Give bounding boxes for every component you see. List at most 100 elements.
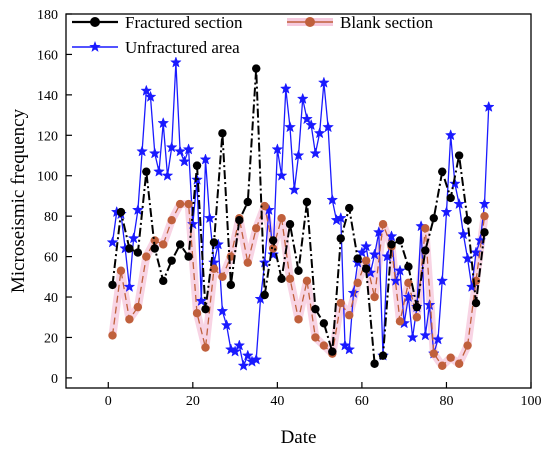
data-point [161, 169, 174, 181]
data-point [336, 234, 345, 243]
legend-marker [89, 41, 101, 52]
series-line [111, 61, 490, 367]
legend-label: Fractured section [125, 13, 243, 32]
data-point [195, 294, 208, 307]
data-point [285, 220, 295, 229]
legend-marker [305, 17, 315, 27]
y-tick-label: 100 [37, 170, 58, 185]
data-point [243, 258, 252, 267]
data-point [345, 203, 354, 213]
data-point [186, 217, 199, 230]
data-point [471, 298, 481, 308]
data-point [353, 278, 362, 288]
series-0 [108, 64, 489, 368]
data-point [106, 236, 119, 248]
data-point [440, 205, 453, 218]
data-point [218, 272, 227, 282]
data-point [174, 145, 187, 157]
data-point [268, 236, 278, 245]
data-point [277, 213, 286, 223]
y-tick-label: 20 [44, 331, 58, 346]
series-line [111, 67, 486, 365]
data-point [387, 240, 396, 249]
data-point [429, 349, 438, 358]
data-point [159, 240, 168, 249]
data-point [243, 197, 252, 207]
data-point [328, 347, 337, 356]
data-point [482, 100, 495, 112]
data-point [237, 359, 250, 371]
data-point [294, 315, 303, 324]
data-point [144, 90, 157, 102]
data-point [438, 167, 447, 176]
data-point [421, 246, 430, 255]
legend-label: Unfractured area [125, 38, 240, 57]
data-point [260, 290, 269, 300]
data-point [311, 333, 320, 342]
data-point [250, 353, 263, 365]
data-point [159, 276, 168, 286]
data-point [319, 319, 329, 328]
data-point [470, 246, 482, 258]
data-point [423, 298, 436, 311]
data-point [311, 304, 320, 314]
legend-entry: Fractured section [72, 13, 243, 32]
series-2 [106, 56, 495, 371]
data-point [326, 193, 339, 205]
data-point [125, 315, 134, 324]
data-point [235, 216, 244, 225]
data-point [317, 76, 330, 88]
legend-entry: Blank section [287, 13, 434, 32]
y-tick-label: 180 [37, 8, 58, 23]
data-point [292, 149, 305, 161]
data-point [356, 246, 368, 258]
data-point [368, 248, 381, 260]
legend-label: Blank section [340, 13, 434, 32]
data-point [444, 129, 457, 141]
data-point [116, 266, 126, 275]
data-point [279, 82, 292, 94]
x-tick-label: 60 [355, 394, 369, 409]
data-point [142, 252, 151, 261]
data-point [268, 244, 278, 253]
data-point [313, 127, 326, 139]
data-point [463, 216, 472, 225]
data-point [260, 201, 269, 211]
data-point [167, 256, 176, 265]
y-tick-label: 80 [44, 210, 58, 225]
y-tick-label: 120 [37, 129, 58, 144]
data-point [226, 280, 236, 290]
data-point [131, 203, 144, 216]
data-point [305, 118, 318, 131]
y-tick-label: 60 [44, 251, 58, 266]
data-point [347, 286, 360, 298]
data-point [275, 169, 288, 181]
data-point [345, 311, 354, 320]
data-point [133, 302, 143, 312]
data-point [454, 151, 464, 160]
data-point [108, 280, 117, 290]
data-point [252, 64, 261, 73]
data-point [167, 216, 176, 225]
data-point [192, 161, 202, 170]
data-point [267, 248, 280, 260]
data-point [258, 256, 271, 268]
x-tick-label: 100 [521, 394, 542, 409]
data-point [192, 309, 202, 318]
data-point [480, 228, 489, 237]
data-point [394, 264, 406, 276]
data-point [140, 84, 153, 96]
data-point [241, 349, 254, 361]
data-point [300, 112, 313, 125]
data-point [404, 278, 413, 288]
data-point [453, 197, 466, 210]
data-point [302, 276, 312, 286]
x-tick-label: 20 [186, 394, 200, 409]
x-tick-label: 40 [270, 394, 284, 409]
data-point [123, 280, 136, 292]
data-point [184, 199, 193, 209]
legend: Fractured section Blank section Unfracture… [72, 13, 434, 57]
data-point [182, 143, 195, 155]
data-point [449, 177, 461, 189]
data-point [302, 197, 312, 207]
